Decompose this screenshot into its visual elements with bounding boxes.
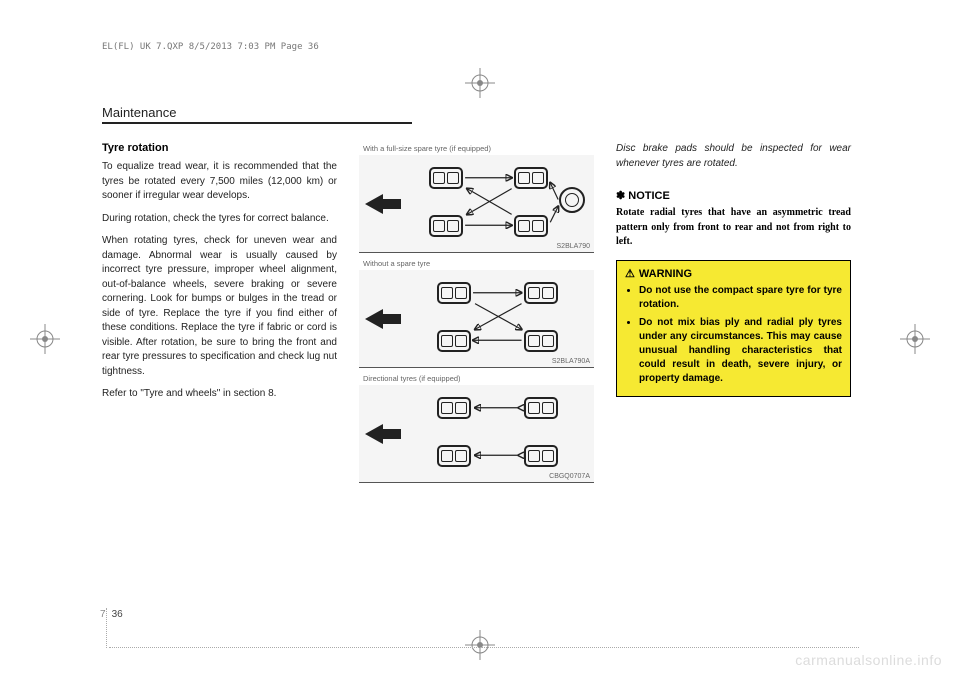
diagram-2-caption: Without a spare tyre [359,257,594,270]
diagram-1-caption: With a full-size spare tyre (if equipped… [359,142,594,155]
diagram-3-block: Directional tyres (if equipped) CBGQ0707… [359,372,594,483]
print-header-mark: EL(FL) UK 7.QXP 8/5/2013 7:03 PM Page 36 [102,42,319,52]
diagram-3: CBGQ0707A [359,385,594,483]
column-2: With a full-size spare tyre (if equipped… [359,142,594,487]
page-decoration [109,647,859,648]
tyre-rotation-heading: Tyre rotation [102,142,337,154]
direction-arrow-icon [365,194,383,214]
notice-heading: ✽ NOTICE [616,189,851,202]
paragraph-4: Refer to "Tyre and wheels" in section 8. [102,387,337,402]
spare-tyre-icon [559,187,585,213]
tyre-icon [429,215,463,237]
diagram-3-caption: Directional tyres (if equipped) [359,372,594,385]
warning-title: WARNING [625,267,842,280]
paragraph-1: To equalize tread wear, it is recommende… [102,160,337,204]
diagram-2-block: Without a spare tyre S2BLA790A [359,257,594,368]
warning-box: WARNING Do not use the compact spare tyr… [616,260,851,397]
diagram-1: S2BLA790 [359,155,594,253]
page-number-value: 36 [112,609,123,620]
section-title: Maintenance [102,105,412,124]
tyre-icon [524,445,558,467]
registration-mark-top [465,68,495,98]
diagram-2-code: S2BLA790A [552,358,590,365]
tyre-icon [429,167,463,189]
tyre-icon [524,397,558,419]
column-3: Disc brake pads should be inspected for … [616,142,851,487]
tyre-icon [514,215,548,237]
tyre-rotation-body: To equalize tread wear, it is recommende… [102,160,337,402]
column-1: Tyre rotation To equalize tread wear, it… [102,142,337,487]
registration-mark-left [30,324,60,354]
tyre-icon [524,282,558,304]
chapter-number: 7 [100,609,106,620]
page-content: Maintenance Tyre rotation To equalize tr… [102,105,855,608]
tyre-icon [437,330,471,352]
diagram-1-block: With a full-size spare tyre (if equipped… [359,142,594,253]
tyre-icon [514,167,548,189]
diagram-1-code: S2BLA790 [557,243,590,250]
tyre-icon [437,282,471,304]
watermark: carmanualsonline.info [795,652,942,668]
registration-mark-bottom [465,630,495,660]
registration-mark-right [900,324,930,354]
page-number: 7 36 [100,609,123,620]
diagram-3-code: CBGQ0707A [549,473,590,480]
notice-text: Rotate radial tyres that have an asymmet… [616,206,851,250]
paragraph-2: During rotation, check the tyres for cor… [102,212,337,227]
tyre-icon [437,397,471,419]
warning-list: Do not use the compact spare tyre for ty… [625,284,842,386]
warning-item: Do not mix bias ply and radial ply tyres… [639,316,842,386]
direction-arrow-icon [365,424,383,444]
tyre-icon [524,330,558,352]
page-decoration [106,608,107,648]
paragraph-3: When rotating tyres, check for uneven we… [102,234,337,379]
diagram-2: S2BLA790A [359,270,594,368]
direction-arrow-icon [365,309,383,329]
warning-item: Do not use the compact spare tyre for ty… [639,284,842,312]
tyre-icon [437,445,471,467]
brake-pad-note: Disc brake pads should be inspected for … [616,142,851,171]
